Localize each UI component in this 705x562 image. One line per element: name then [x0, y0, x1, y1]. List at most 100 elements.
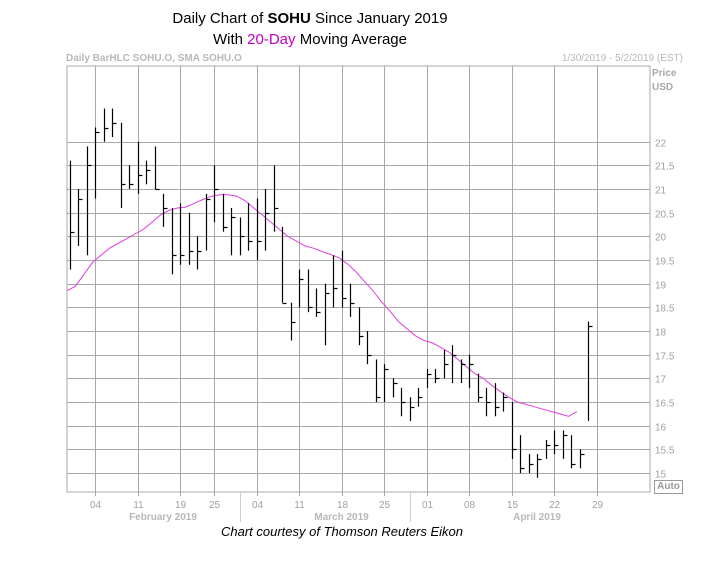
hlc-bar [69, 160, 75, 270]
chart-date-range: 1/30/2019 - 5/2/2019 (EST) [561, 53, 683, 64]
hlc-bar [103, 108, 109, 142]
hlc-bar [222, 193, 228, 232]
y-tick-label: 15.5 [655, 446, 675, 457]
hlc-bar [111, 108, 117, 137]
y-tick-label: 20 [655, 233, 667, 244]
hlc-bar [366, 331, 372, 365]
sma-period-highlight: 20-Day [247, 31, 296, 48]
hlc-bar [256, 198, 262, 261]
hlc-bar [341, 250, 347, 308]
chart-grid [66, 65, 651, 522]
hlc-bar [426, 368, 432, 388]
hlc-bar [477, 373, 483, 403]
sma-20-line [66, 194, 578, 417]
hlc-bar [205, 193, 211, 251]
hlc-bar [468, 354, 474, 388]
hlc-bar [562, 430, 568, 459]
hlc-bar [154, 146, 160, 191]
sma-line-group [66, 194, 578, 417]
y-tick-label: 22 [655, 139, 667, 150]
hlc-bar [570, 435, 576, 469]
x-tick-label: 01 [422, 500, 434, 511]
chart-title-line1: Daily Chart of SOHU Since January 2019 [172, 10, 448, 27]
hlc-bar [451, 345, 457, 384]
hlc-bar [545, 439, 551, 459]
ticker-symbol: SOHU [267, 10, 311, 27]
y-tick-label: 21.5 [655, 162, 675, 173]
hlc-bar [179, 203, 185, 265]
x-tick-label: 04 [90, 500, 102, 511]
x-tick-label: 19 [175, 500, 187, 511]
y-tick-label: 17 [655, 375, 667, 386]
hlc-bar [434, 368, 440, 384]
x-tick-label: 04 [252, 500, 264, 511]
y-tick-label: 19 [655, 281, 667, 292]
y-tick-label: 16 [655, 423, 667, 434]
chart-series-header: Daily BarHLC SOHU.O, SMA SOHU.O [66, 53, 242, 64]
hlc-bar [502, 392, 508, 412]
hlc-bar [358, 307, 364, 346]
hlc-bar [162, 193, 168, 227]
hlc-bar [298, 269, 304, 308]
hlc-bar [409, 397, 415, 421]
hlc-bar [460, 359, 466, 384]
x-tick-label: 11 [294, 500, 305, 511]
hlc-bar [86, 146, 92, 256]
y-tick-label: 16.5 [655, 399, 675, 410]
hlc-bar [485, 387, 491, 417]
month-label: March 2019 [314, 512, 369, 523]
hlc-bar [349, 283, 355, 317]
hlc-bar [281, 226, 287, 305]
hlc-bar [443, 350, 449, 379]
month-label: February 2019 [129, 512, 197, 523]
hlc-bar [553, 430, 559, 455]
hlc-bar [324, 283, 330, 346]
hlc-bar [511, 402, 517, 459]
price-axis-label: Price [652, 68, 677, 79]
hlc-bar [145, 160, 151, 185]
hlc-bar [230, 208, 236, 256]
hlc-bar [587, 321, 593, 421]
hlc-bar [579, 449, 585, 469]
hlc-bar [188, 212, 194, 265]
hlc-bars [69, 108, 593, 478]
hlc-bar [375, 359, 381, 403]
hlc-bar [519, 435, 525, 474]
hlc-bar [264, 189, 270, 251]
hlc-bar [247, 203, 253, 251]
hlc-bar [137, 141, 143, 194]
y-tick-label: 15 [655, 470, 667, 481]
x-tick-label: 11 [133, 500, 144, 511]
hlc-bar [315, 288, 321, 317]
x-tick-label: 25 [379, 500, 391, 511]
hlc-bar [171, 208, 177, 275]
x-tick-label: 08 [464, 500, 476, 511]
y-tick-label: 18 [655, 328, 667, 339]
hlc-bar [213, 165, 219, 223]
hlc-bar [536, 454, 542, 478]
hlc-bar [332, 255, 338, 308]
y-tick-label: 19.5 [655, 257, 675, 268]
auto-scale-button[interactable]: Auto [654, 480, 683, 494]
hlc-bar [128, 165, 134, 190]
hlc-bar [307, 269, 313, 313]
y-axis-labels: 15 15.5 16 16.5 17 17.5 18 18.5 19 19.5 20 20.5 21 21… [655, 139, 675, 481]
chart-title-line2: With 20-Day Moving Average [213, 31, 407, 48]
x-tick-label: 29 [592, 500, 604, 511]
y-tick-label: 17.5 [655, 352, 675, 363]
currency-axis-label: USD [652, 82, 674, 93]
y-tick-label: 18.5 [655, 304, 675, 315]
x-tick-label: 15 [507, 500, 519, 511]
month-label: April 2019 [513, 512, 561, 523]
hlc-bar [494, 383, 500, 417]
hlc-bar [417, 387, 423, 407]
chart-caption: Chart courtesy of Thomson Reuters Eikon [220, 524, 464, 539]
hlc-bar [383, 364, 389, 403]
x-tick-label: 18 [337, 500, 349, 511]
x-axis-labels: 04 11 19 25 04 11 18 25 01 08 15 22 29 February 2019 M… [90, 500, 604, 523]
x-tick-label: 25 [209, 500, 221, 511]
hlc-bar [196, 236, 202, 270]
x-tick-label: 22 [549, 500, 561, 511]
hlc-bar [120, 122, 126, 208]
